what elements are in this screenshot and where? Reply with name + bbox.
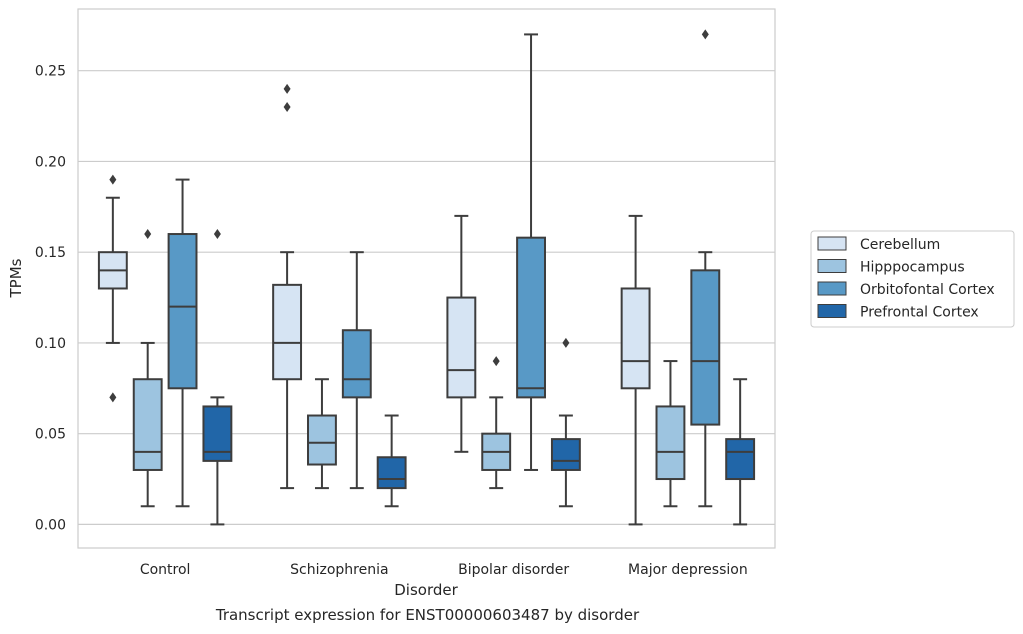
box-group [132, 229, 163, 508]
y-tick-label: 0.15 [35, 245, 66, 261]
y-tick-label: 0.10 [35, 336, 66, 352]
x-tick-label: Major depression [628, 562, 748, 578]
x-tick-labels: Control Schizophrenia Bipolar disorder Majo… [140, 562, 748, 578]
outlier-point [283, 102, 291, 112]
box-group [550, 337, 581, 508]
legend-label: Prefrontal Cortex [860, 305, 979, 321]
outlier-point [109, 392, 117, 403]
box-group [202, 229, 233, 526]
y-tick-labels: 0.00 0.05 0.10 0.15 0.20 0.25 [35, 64, 66, 534]
x-tick-label: Control [140, 562, 191, 578]
box [307, 414, 337, 466]
y-tick-label: 0.25 [35, 64, 66, 80]
box-group [272, 83, 303, 490]
box-group [446, 214, 477, 453]
box-group [97, 174, 128, 403]
box [132, 378, 163, 471]
legend-swatch [817, 236, 847, 251]
legend-label: Orbitofontal Cortex [860, 282, 995, 298]
outlier-point [213, 229, 221, 240]
x-tick-label: Bipolar disorder [458, 562, 569, 578]
legend-swatch [817, 304, 847, 318]
box [725, 438, 756, 481]
box [516, 236, 546, 399]
y-tick-label: 0.20 [35, 154, 66, 170]
y-tick-label: 0.05 [35, 427, 66, 443]
y-axis-label: TPMs [7, 258, 25, 298]
outlier-point [109, 174, 117, 185]
box-group [516, 33, 546, 471]
y-tick-label: 0.00 [35, 517, 66, 533]
outlier-point [701, 29, 709, 40]
box-group [725, 378, 756, 526]
box [620, 287, 651, 390]
box [376, 456, 407, 490]
boxes [97, 29, 756, 526]
box-group [655, 360, 686, 508]
box-group [620, 214, 651, 526]
box [550, 438, 581, 471]
box-group [341, 251, 372, 490]
legend-frame [810, 230, 1015, 328]
legend-label: Cerebellum [860, 237, 940, 253]
x-tick-label: Schizophrenia [290, 562, 388, 578]
box [655, 405, 686, 481]
box [341, 329, 372, 399]
outlier-point [144, 229, 152, 240]
box [167, 233, 198, 390]
box-group [376, 414, 407, 508]
box-group [481, 356, 512, 490]
outlier-point [283, 83, 291, 94]
outlier-point [562, 337, 570, 348]
box [690, 269, 721, 426]
box [446, 296, 477, 399]
legend-swatch [817, 259, 847, 273]
x-axis-label: Disorder [394, 581, 458, 599]
figure-caption: Transcript expression for ENST0000060348… [215, 606, 640, 624]
legend: Cerebellum Hipppocampus Orbitofontal Corte… [810, 230, 1015, 328]
box-group [167, 178, 198, 508]
box-group [690, 29, 721, 508]
legend-label: Hipppocampus [860, 260, 965, 276]
box-group [307, 378, 337, 490]
box [272, 283, 303, 381]
plot-frame [77, 8, 776, 549]
legend-swatch [817, 281, 847, 296]
outlier-point [492, 356, 500, 367]
